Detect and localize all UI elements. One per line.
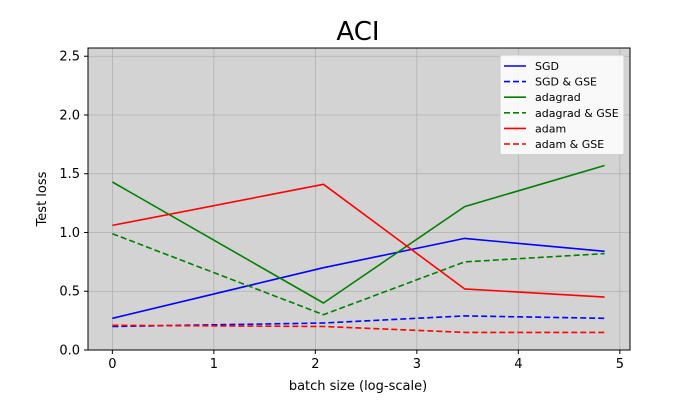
legend-label: adam & GSE	[535, 138, 604, 151]
legend-label: adagrad	[535, 91, 581, 104]
axis-ticks: 0 1 2 3 4 5 0.0 0.5 1.0 1.5 2.0 2.5	[59, 50, 624, 372]
legend-box	[499, 54, 625, 156]
y-axis-label: Test loss	[35, 171, 50, 227]
x-tick-label: 5	[616, 357, 624, 372]
series-line	[112, 315, 605, 328]
series-line	[112, 164, 605, 304]
y-tick-label: 1.0	[59, 226, 80, 241]
series-line	[112, 183, 605, 298]
y-tick-label: 1.5	[59, 167, 80, 182]
x-tick-label: 4	[514, 357, 522, 372]
series-line	[112, 232, 605, 316]
y-tick-label: 2.0	[59, 108, 80, 123]
series-lines	[112, 164, 605, 334]
legend-label: adagrad & GSE	[535, 107, 619, 120]
y-tick-label: 0.0	[59, 344, 80, 359]
legend-label: SGD & GSE	[535, 76, 597, 89]
x-axis-label: batch size (log-scale)	[289, 379, 427, 394]
series-line	[112, 324, 605, 334]
legend-label: adam	[535, 122, 566, 135]
y-tick-label: 0.5	[59, 285, 80, 300]
legend: SGD SGD & GSE adagrad adagrad & GSE adam adam…	[499, 54, 625, 156]
x-tick-label: 0	[108, 357, 116, 372]
legend-label: SGD	[535, 60, 559, 73]
x-tick-label: 3	[413, 357, 421, 372]
x-tick-label: 2	[311, 357, 319, 372]
plot-frame	[87, 47, 631, 351]
x-tick-label: 1	[210, 357, 218, 372]
y-tick-label: 2.5	[59, 50, 80, 65]
chart-title: ACI	[336, 17, 379, 47]
series-line	[112, 237, 605, 320]
